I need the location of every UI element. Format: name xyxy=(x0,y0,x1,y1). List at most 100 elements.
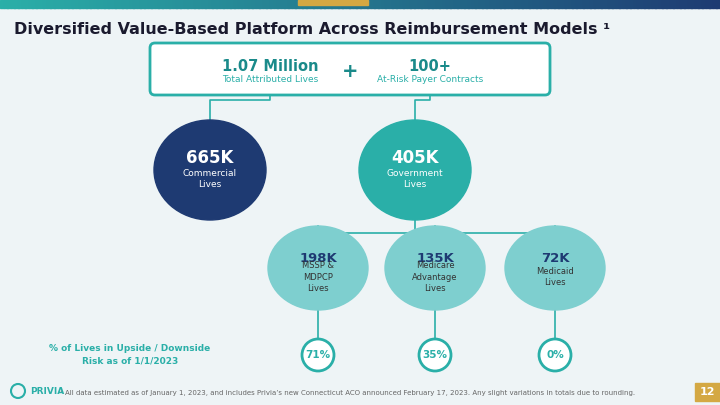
Bar xyxy=(493,0,498,8)
Bar xyxy=(97,0,102,8)
Bar xyxy=(695,0,699,8)
Text: 0%: 0% xyxy=(546,350,564,360)
Bar xyxy=(310,0,314,8)
Bar xyxy=(4,0,8,8)
Bar xyxy=(457,0,462,8)
Text: 665K: 665K xyxy=(186,149,234,167)
Bar xyxy=(133,0,138,8)
Bar xyxy=(464,0,469,8)
Bar xyxy=(500,0,505,8)
Bar xyxy=(86,0,91,8)
Bar xyxy=(230,0,235,8)
Bar xyxy=(497,0,501,8)
Bar xyxy=(673,0,678,8)
Bar xyxy=(191,0,195,8)
Bar xyxy=(367,0,372,8)
Bar xyxy=(83,0,87,8)
Bar xyxy=(22,0,26,8)
Bar xyxy=(130,0,134,8)
Bar xyxy=(702,0,706,8)
Text: 35%: 35% xyxy=(423,350,448,360)
Bar xyxy=(634,0,638,8)
Bar xyxy=(144,0,148,8)
Bar xyxy=(677,0,681,8)
Bar xyxy=(716,0,720,8)
Bar xyxy=(536,0,541,8)
Bar xyxy=(40,0,44,8)
Bar xyxy=(389,0,393,8)
Bar xyxy=(256,0,260,8)
Bar xyxy=(194,0,199,8)
Bar xyxy=(47,0,51,8)
Circle shape xyxy=(419,339,451,371)
Bar xyxy=(335,0,339,8)
Bar xyxy=(298,0,368,5)
Bar xyxy=(277,0,282,8)
Bar xyxy=(274,0,278,8)
Bar xyxy=(713,0,717,8)
Bar xyxy=(436,0,440,8)
FancyBboxPatch shape xyxy=(150,43,550,95)
Bar xyxy=(364,0,368,8)
Bar xyxy=(263,0,267,8)
Bar xyxy=(299,0,303,8)
Text: Medicaid
Lives: Medicaid Lives xyxy=(536,267,574,287)
Bar xyxy=(544,0,548,8)
Bar xyxy=(637,0,642,8)
Bar xyxy=(313,0,318,8)
Bar xyxy=(400,0,404,8)
Bar xyxy=(551,0,555,8)
Bar xyxy=(518,0,523,8)
Ellipse shape xyxy=(385,226,485,310)
Bar xyxy=(616,0,620,8)
Bar xyxy=(547,0,552,8)
Bar xyxy=(108,0,112,8)
Bar xyxy=(198,0,202,8)
Bar xyxy=(454,0,458,8)
Text: 12: 12 xyxy=(700,387,715,397)
Bar xyxy=(54,0,58,8)
Bar xyxy=(403,0,408,8)
Bar xyxy=(670,0,674,8)
Bar xyxy=(338,0,343,8)
Bar xyxy=(14,0,19,8)
Bar xyxy=(576,0,580,8)
Bar xyxy=(425,0,429,8)
Bar xyxy=(540,0,544,8)
Text: PRIVIA: PRIVIA xyxy=(30,386,64,396)
Bar xyxy=(259,0,264,8)
Bar xyxy=(61,0,66,8)
Bar xyxy=(598,0,602,8)
Bar xyxy=(360,0,364,8)
Bar xyxy=(414,0,418,8)
Bar xyxy=(590,0,595,8)
Text: Diversified Value-Based Platform Across Reimbursement Models ¹: Diversified Value-Based Platform Across … xyxy=(14,22,610,37)
Bar xyxy=(468,0,472,8)
Bar xyxy=(515,0,519,8)
Bar xyxy=(90,0,94,8)
Bar xyxy=(580,0,584,8)
Bar xyxy=(461,0,465,8)
Bar xyxy=(0,0,4,8)
Bar xyxy=(119,0,123,8)
Bar xyxy=(659,0,663,8)
Bar xyxy=(356,0,361,8)
Bar xyxy=(533,0,537,8)
Bar xyxy=(266,0,271,8)
Ellipse shape xyxy=(359,120,471,220)
Bar xyxy=(407,0,411,8)
Text: Commercial
Lives: Commercial Lives xyxy=(183,168,237,190)
Bar xyxy=(151,0,156,8)
Bar xyxy=(529,0,534,8)
Bar xyxy=(101,0,105,8)
Bar xyxy=(342,0,346,8)
Bar xyxy=(115,0,120,8)
Bar xyxy=(36,0,40,8)
Bar xyxy=(234,0,238,8)
Text: Total Attributed Lives: Total Attributed Lives xyxy=(222,75,318,84)
Text: Government
Lives: Government Lives xyxy=(387,168,444,190)
Bar xyxy=(504,0,508,8)
Bar xyxy=(241,0,246,8)
Bar xyxy=(482,0,487,8)
Bar xyxy=(371,0,375,8)
